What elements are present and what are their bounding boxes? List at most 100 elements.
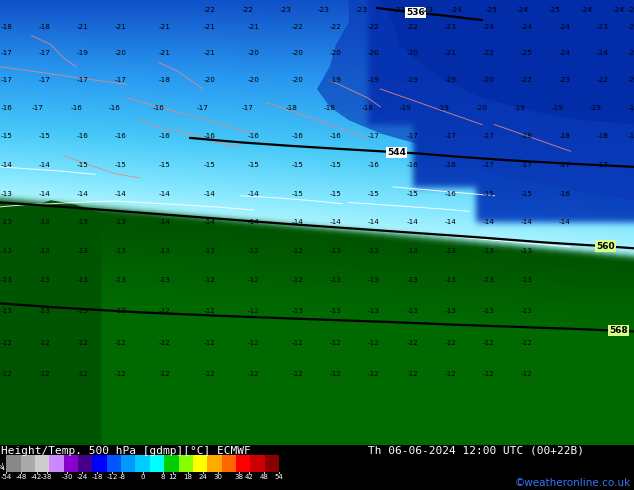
Text: -18: -18 <box>91 474 103 480</box>
Text: -21: -21 <box>77 24 88 30</box>
Text: -12: -12 <box>1 340 12 345</box>
Bar <box>107 455 121 472</box>
Text: -25: -25 <box>521 50 532 56</box>
Text: -14: -14 <box>159 220 171 225</box>
Text: -18: -18 <box>521 133 532 139</box>
Text: -24: -24 <box>451 7 462 13</box>
Text: -48: -48 <box>16 474 27 480</box>
Text: -12: -12 <box>159 340 171 345</box>
Text: -25: -25 <box>486 7 497 13</box>
Text: -15: -15 <box>330 191 342 196</box>
Text: -14: -14 <box>406 220 418 225</box>
Text: -13: -13 <box>444 308 456 315</box>
Text: -22: -22 <box>628 24 634 30</box>
Bar <box>6 455 21 472</box>
Polygon shape <box>317 0 634 200</box>
Text: -15: -15 <box>204 162 215 168</box>
Text: 24: 24 <box>199 474 207 480</box>
Text: -18: -18 <box>597 133 608 139</box>
Text: -38: -38 <box>41 474 53 480</box>
Text: -20: -20 <box>115 50 126 56</box>
Text: -17: -17 <box>115 77 126 83</box>
Text: -24: -24 <box>77 474 87 480</box>
Text: -13: -13 <box>1 220 12 225</box>
Text: -21: -21 <box>159 50 171 56</box>
Text: -12: -12 <box>521 371 532 377</box>
Text: -22: -22 <box>204 7 215 13</box>
Text: -14: -14 <box>330 220 342 225</box>
Text: -16: -16 <box>444 191 456 196</box>
Text: -12: -12 <box>77 371 88 377</box>
Text: -12: -12 <box>482 340 494 345</box>
Text: -20: -20 <box>330 50 342 56</box>
Text: -18: -18 <box>159 77 171 83</box>
Text: -15: -15 <box>482 191 494 196</box>
Text: -21: -21 <box>204 50 215 56</box>
Text: -12: -12 <box>248 308 259 315</box>
Text: -17: -17 <box>521 162 532 168</box>
Bar <box>164 455 179 472</box>
Text: -12: -12 <box>248 277 259 283</box>
Text: -19: -19 <box>590 105 602 111</box>
Text: 48: 48 <box>259 474 268 480</box>
Text: -15: -15 <box>39 133 50 139</box>
Text: -22: -22 <box>242 7 253 13</box>
Text: 12: 12 <box>169 474 178 480</box>
Bar <box>64 455 78 472</box>
Text: -17: -17 <box>406 133 418 139</box>
Text: -16: -16 <box>1 105 12 111</box>
Text: 54: 54 <box>275 474 283 480</box>
Text: -20: -20 <box>368 50 380 56</box>
Text: -19: -19 <box>406 77 418 83</box>
Text: 560: 560 <box>596 242 615 250</box>
Bar <box>264 455 279 472</box>
Text: Height/Temp. 500 hPa [gdmp][°C] ECMWF: Height/Temp. 500 hPa [gdmp][°C] ECMWF <box>1 446 251 456</box>
Text: ©weatheronline.co.uk: ©weatheronline.co.uk <box>515 478 631 488</box>
Text: -23: -23 <box>356 7 367 13</box>
Text: 18: 18 <box>184 474 193 480</box>
Text: 544: 544 <box>387 148 406 157</box>
Text: -18: -18 <box>39 24 50 30</box>
Text: -12: -12 <box>248 248 259 254</box>
Text: -17: -17 <box>368 133 380 139</box>
Text: -14: -14 <box>521 220 532 225</box>
Text: -16: -16 <box>115 133 126 139</box>
Text: -12: -12 <box>444 371 456 377</box>
Text: -21: -21 <box>248 24 259 30</box>
Text: -18: -18 <box>324 105 335 111</box>
Text: -12: -12 <box>406 371 418 377</box>
Text: -12: -12 <box>107 474 118 480</box>
Bar <box>93 455 107 472</box>
Bar <box>250 455 264 472</box>
Text: -14: -14 <box>248 220 259 225</box>
Text: -14: -14 <box>159 191 171 196</box>
Bar <box>236 455 250 472</box>
Text: -13: -13 <box>1 308 12 315</box>
Text: -12: -12 <box>204 371 215 377</box>
Text: -14: -14 <box>39 191 50 196</box>
Text: -18: -18 <box>1 24 12 30</box>
Text: -16: -16 <box>330 133 342 139</box>
Text: -12: -12 <box>39 371 50 377</box>
Text: -15: -15 <box>368 191 380 196</box>
Text: -23: -23 <box>394 7 405 13</box>
Text: -12: -12 <box>368 371 380 377</box>
Text: -16: -16 <box>559 191 570 196</box>
Text: 568: 568 <box>609 326 628 335</box>
Text: -20: -20 <box>204 77 215 83</box>
Text: -54: -54 <box>1 474 12 480</box>
Bar <box>121 455 136 472</box>
Text: -12: -12 <box>482 371 494 377</box>
Text: -23: -23 <box>318 7 329 13</box>
Text: -14: -14 <box>39 162 50 168</box>
Text: -24: -24 <box>559 24 570 30</box>
Text: -13: -13 <box>204 248 215 254</box>
Text: -13: -13 <box>39 308 50 315</box>
Text: -24: -24 <box>482 24 494 30</box>
Text: -12: -12 <box>292 248 304 254</box>
Text: -17: -17 <box>482 133 494 139</box>
Bar <box>35 455 49 472</box>
Text: -12: -12 <box>521 340 532 345</box>
Text: -14: -14 <box>482 220 494 225</box>
Text: -15: -15 <box>406 191 418 196</box>
